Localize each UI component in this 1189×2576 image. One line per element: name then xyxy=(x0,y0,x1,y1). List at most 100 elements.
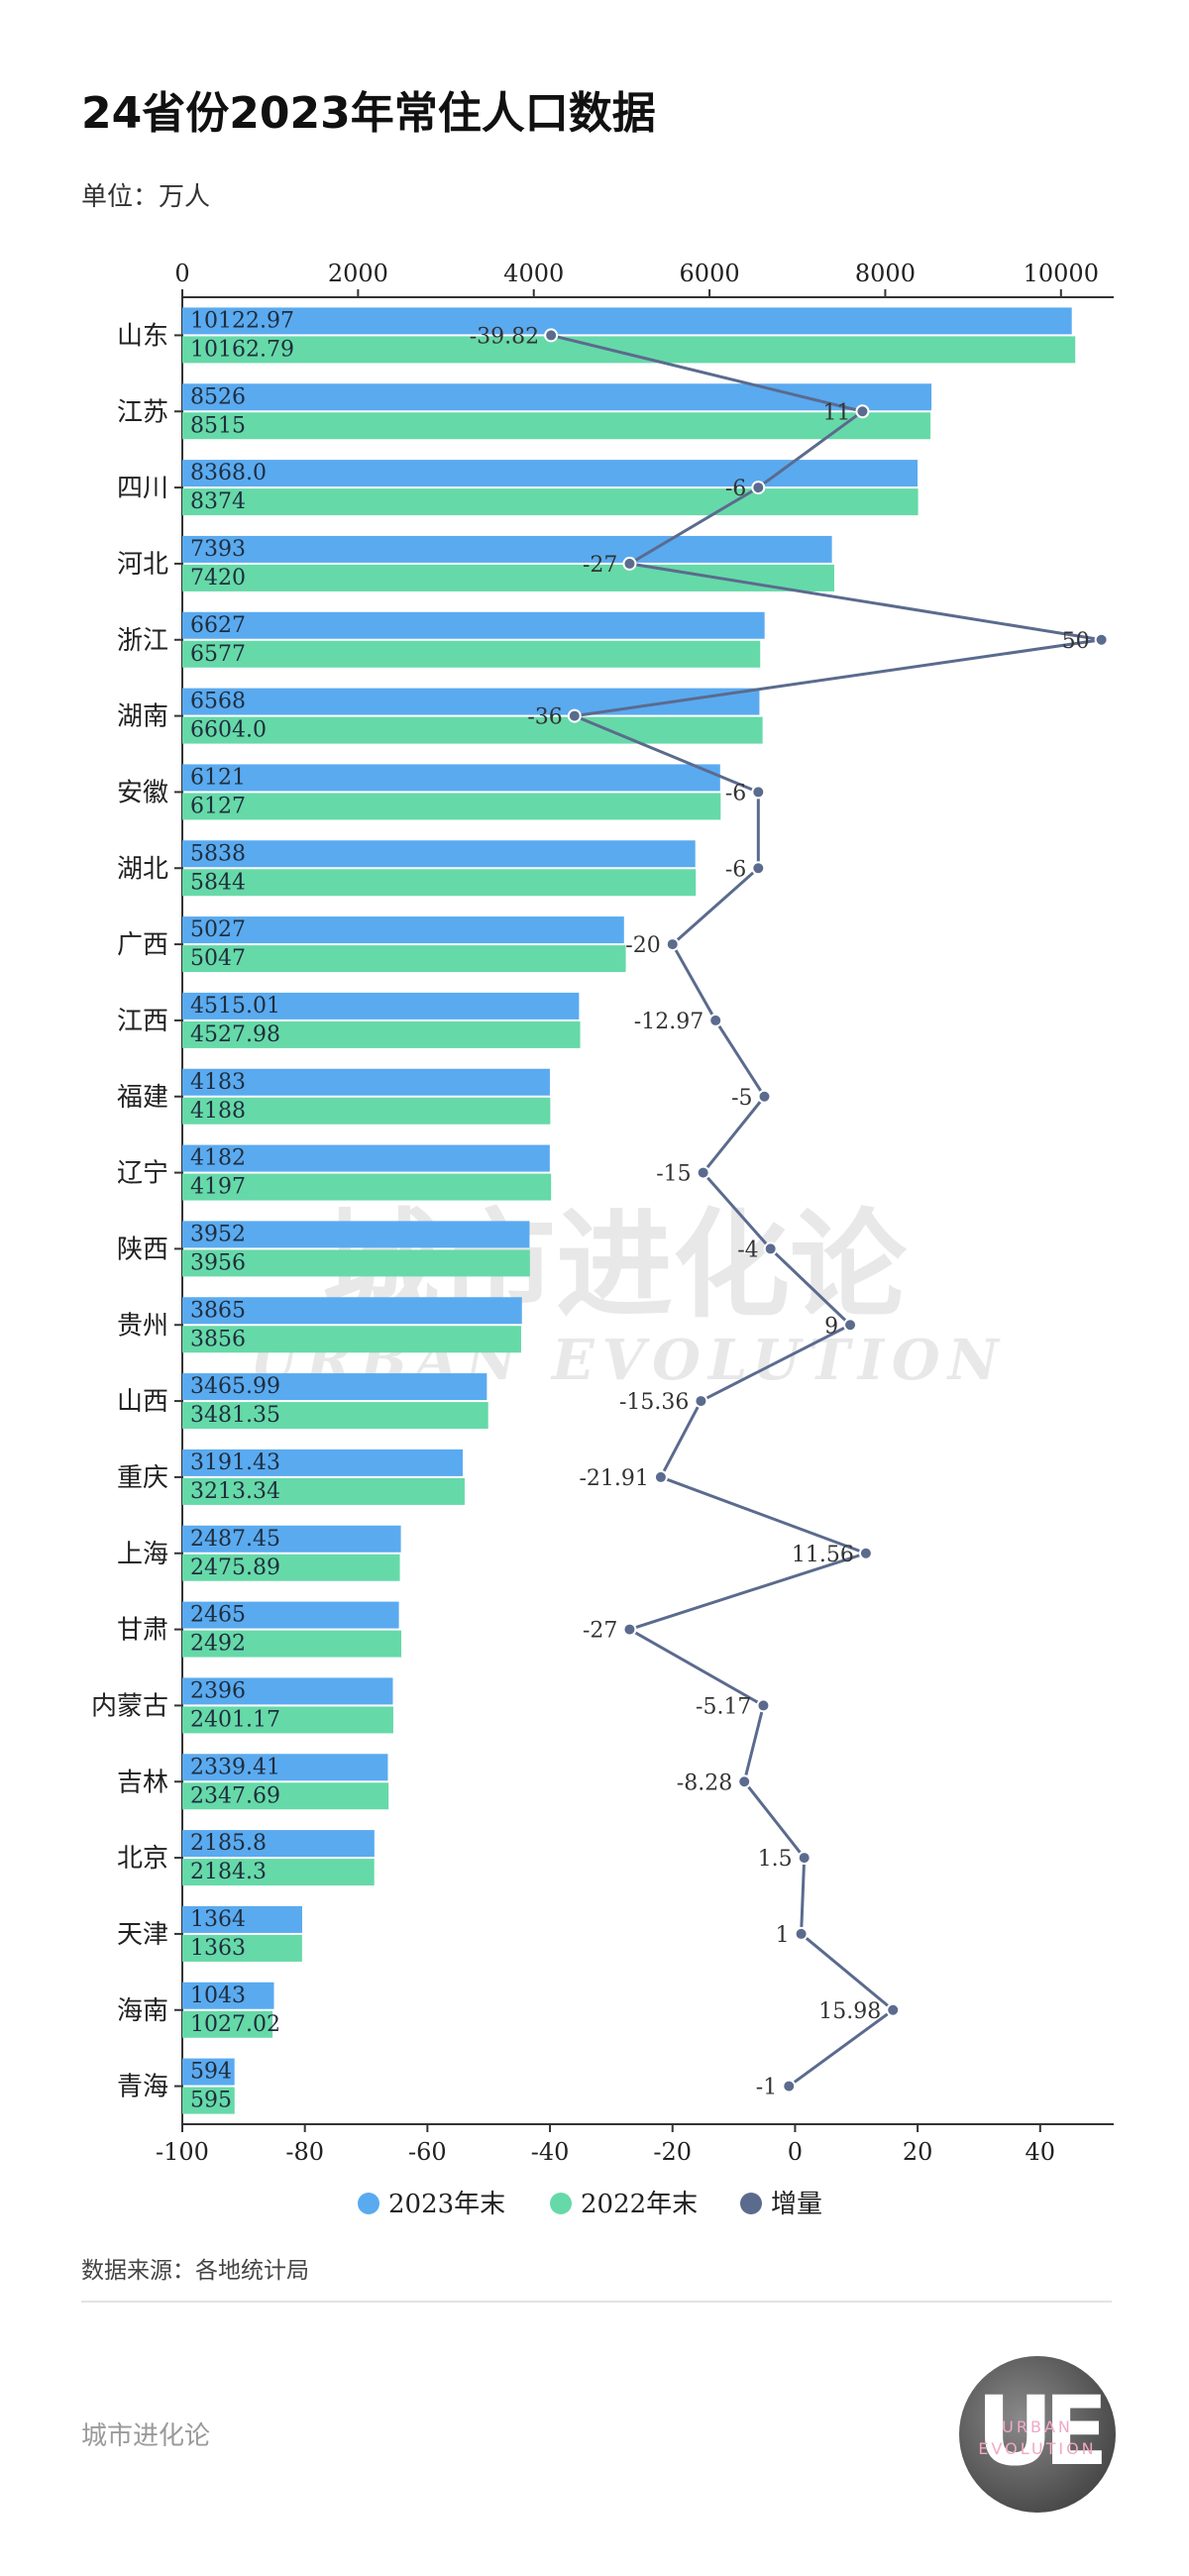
data-source: 数据来源：各地统计局 xyxy=(81,2258,309,2284)
bar-2023 xyxy=(182,1221,530,1248)
category-label: 天津 xyxy=(117,1920,168,1950)
increment-point xyxy=(622,556,637,571)
bar-2022-label: 6127 xyxy=(190,794,246,818)
bar-2023 xyxy=(182,460,919,487)
increment-point xyxy=(763,1241,778,1256)
bar-2023-label: 8368.0 xyxy=(190,461,267,485)
category-label: 吉林 xyxy=(117,1768,168,1797)
increment-point xyxy=(757,1089,772,1104)
bar-2022 xyxy=(182,564,834,591)
category-label: 湖南 xyxy=(117,702,168,732)
category-label: 河北 xyxy=(117,550,168,580)
increment-point xyxy=(665,937,680,952)
increment-point xyxy=(782,2079,797,2093)
increment-point xyxy=(858,1546,873,1560)
bar-2022 xyxy=(182,1782,389,1810)
bar-2022 xyxy=(182,1173,552,1201)
logo-mark: UE xyxy=(976,2376,1109,2487)
bar-2023-label: 3865 xyxy=(190,1298,246,1323)
increment-label: -39.82 xyxy=(470,324,539,349)
bar-2023 xyxy=(182,1754,388,1781)
legend-label: 2023年末 xyxy=(388,2190,505,2219)
bar-2022 xyxy=(182,1097,551,1125)
legend-swatch xyxy=(358,2193,379,2214)
bar-2023 xyxy=(182,307,1072,335)
bar-2023 xyxy=(182,1982,274,2009)
increment-label: -27 xyxy=(583,1619,617,1644)
increment-label: -5 xyxy=(731,1086,752,1111)
bar-2023 xyxy=(182,916,624,944)
bar-2023-label: 5027 xyxy=(190,917,246,942)
bottom-axis-tick-label: -40 xyxy=(531,2138,570,2166)
bar-2022-label: 6604.0 xyxy=(190,718,267,743)
brand-logo: UE URBAN EVOLUTION xyxy=(959,2356,1116,2513)
bar-2023-label: 1043 xyxy=(190,1984,246,2008)
bar-2023 xyxy=(182,611,765,639)
increment-point xyxy=(653,1469,668,1484)
bar-2022 xyxy=(182,1249,530,1277)
bar-2022-label: 2475.89 xyxy=(190,1556,280,1580)
increment-label: 11 xyxy=(822,400,850,425)
bar-2022 xyxy=(182,1706,393,1734)
bar-2022-label: 1027.02 xyxy=(190,2012,280,2037)
increment-line xyxy=(550,333,1102,2088)
category-label: 北京 xyxy=(117,1844,168,1874)
brand-name: 城市进化论 xyxy=(81,2421,211,2451)
bar-2022 xyxy=(182,488,919,516)
bar-2022-label: 5047 xyxy=(190,946,246,971)
bottom-axis-tick-label: -80 xyxy=(285,2138,324,2166)
category-label: 海南 xyxy=(117,1996,168,2026)
bar-2023 xyxy=(182,764,720,792)
increment-label: -5.17 xyxy=(696,1694,751,1719)
footer-divider xyxy=(81,2301,1112,2303)
category-label: 四川 xyxy=(117,474,168,503)
bar-2023 xyxy=(182,992,580,1020)
category-label: 上海 xyxy=(117,1540,168,1569)
bar-2023-label: 3191.43 xyxy=(190,1450,280,1475)
increment-point xyxy=(797,1851,811,1866)
category-label: 甘肃 xyxy=(117,1616,168,1646)
top-axis-tick-label: 4000 xyxy=(503,260,564,287)
bar-2022 xyxy=(182,869,697,897)
increment-label: 50 xyxy=(1062,629,1090,654)
bar-2022-label: 595 xyxy=(190,2089,232,2113)
increment-point xyxy=(1094,632,1109,647)
bar-2023-label: 4183 xyxy=(190,1070,246,1095)
bottom-axis-tick-label: -60 xyxy=(408,2138,447,2166)
increment-label: -36 xyxy=(527,705,562,730)
increment-point xyxy=(855,404,870,419)
bar-2023-label: 2396 xyxy=(190,1678,246,1703)
increment-label: -6 xyxy=(725,781,746,805)
bar-2022-label: 4188 xyxy=(190,1099,246,1124)
bar-2023 xyxy=(182,2058,235,2086)
bar-2022-label: 7420 xyxy=(190,566,246,590)
bar-2022 xyxy=(182,640,761,668)
increment-label: 1 xyxy=(776,1923,790,1948)
unit-label: 单位：万人 xyxy=(81,182,211,212)
bottom-axis-tick-label: -100 xyxy=(156,2138,209,2166)
increment-point xyxy=(751,481,766,495)
bar-2022-label: 3856 xyxy=(190,1327,246,1351)
bar-2022 xyxy=(182,1402,488,1430)
page-title: 24省份2023年常住人口数据 xyxy=(81,88,656,139)
increment-point xyxy=(622,1622,637,1637)
increment-label: 1.5 xyxy=(758,1847,793,1872)
bar-2023-label: 3952 xyxy=(190,1222,246,1246)
bar-2023-label: 6121 xyxy=(190,765,246,790)
bar-2023 xyxy=(182,840,696,868)
increment-point xyxy=(886,2002,901,2017)
bar-2023 xyxy=(182,383,932,411)
bar-2022 xyxy=(182,2087,235,2114)
increment-point xyxy=(843,1318,858,1333)
bottom-axis-tick-label: -20 xyxy=(653,2138,692,2166)
logo-text-urban: URBAN xyxy=(1002,2417,1073,2436)
increment-point xyxy=(756,1698,771,1713)
bar-2022-label: 8374 xyxy=(190,489,246,514)
increment-label: -27 xyxy=(583,553,617,578)
top-axis-tick-label: 10000 xyxy=(1024,260,1099,287)
bottom-axis-tick-label: 0 xyxy=(788,2138,803,2166)
bar-2022-label: 5844 xyxy=(190,870,246,895)
bar-2023 xyxy=(182,1677,393,1705)
bar-2022-label: 3481.35 xyxy=(190,1403,280,1428)
increment-point xyxy=(708,1013,723,1027)
